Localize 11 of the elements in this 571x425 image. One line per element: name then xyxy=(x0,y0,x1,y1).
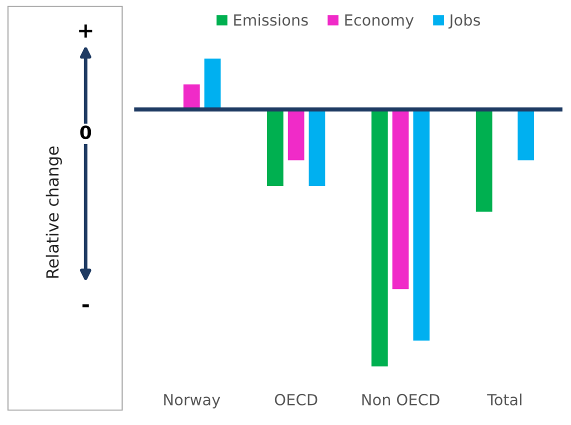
legend-label: Economy xyxy=(345,14,414,29)
legend-label: Jobs xyxy=(448,14,480,29)
text: 0 xyxy=(80,125,92,140)
x-tick-label: Non OECD xyxy=(362,394,440,406)
x-tick-label: OECD xyxy=(274,394,318,406)
x-tick-label: Total xyxy=(487,394,522,406)
text: + xyxy=(79,24,92,38)
text: - xyxy=(82,304,89,308)
y-axis-title: Relative change xyxy=(46,146,62,278)
x-tick-label: Norway xyxy=(164,394,220,408)
legend-label: Emissions xyxy=(234,14,308,26)
